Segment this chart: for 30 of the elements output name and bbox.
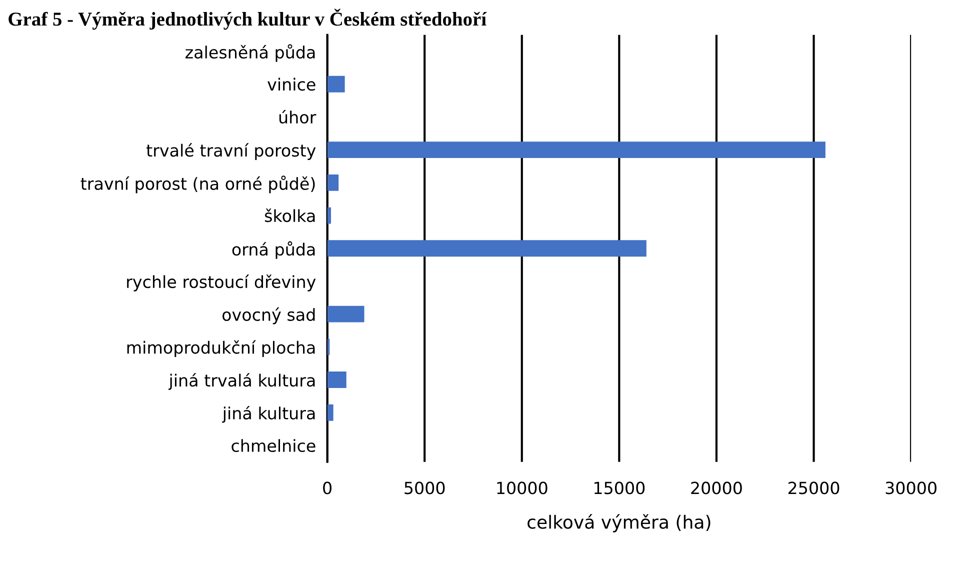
x-axis-title: celková výměra (ha) <box>528 514 710 532</box>
y-tick-label: orná půda <box>232 241 315 259</box>
y-tick-label: mimoprodukční plocha <box>127 340 315 358</box>
y-tick-label: vinice <box>268 78 316 91</box>
bar <box>327 404 334 421</box>
y-tick-label: zalesněná půda <box>186 44 315 62</box>
x-tick-label: 30000 <box>886 482 936 494</box>
y-tick-label: úhor <box>279 110 316 124</box>
bar <box>327 174 339 191</box>
y-tick-label: rychle rostoucí dřeviny <box>127 274 316 292</box>
x-tick-label: 0 <box>323 482 332 494</box>
y-tick-label: chmelnice <box>232 439 316 452</box>
bar <box>327 372 346 388</box>
bar <box>327 240 646 257</box>
x-tick-label: 20000 <box>691 482 742 494</box>
y-tick-label: školka <box>264 208 315 222</box>
x-tick-label: 25000 <box>788 482 840 494</box>
x-tick-label: 10000 <box>497 482 548 494</box>
bar <box>327 207 331 224</box>
y-tick-label: travní porost (na orné půdě) <box>80 176 315 194</box>
y-tick-label: jiná trvalá kultura <box>168 373 315 390</box>
y-tick-label: trvalé travní porosty <box>146 143 316 160</box>
bar <box>327 76 345 92</box>
chart-title: Graf 5 - Výměra jednotlivých kultur v Českém středohoří <box>8 8 487 30</box>
x-tick-label: 15000 <box>594 482 645 494</box>
y-tick-label: ovocný sad <box>222 307 315 324</box>
x-tick-label: 5000 <box>404 482 445 494</box>
bar <box>327 142 826 158</box>
bar <box>327 306 364 322</box>
y-tick-label: jiná kultura <box>222 406 315 423</box>
